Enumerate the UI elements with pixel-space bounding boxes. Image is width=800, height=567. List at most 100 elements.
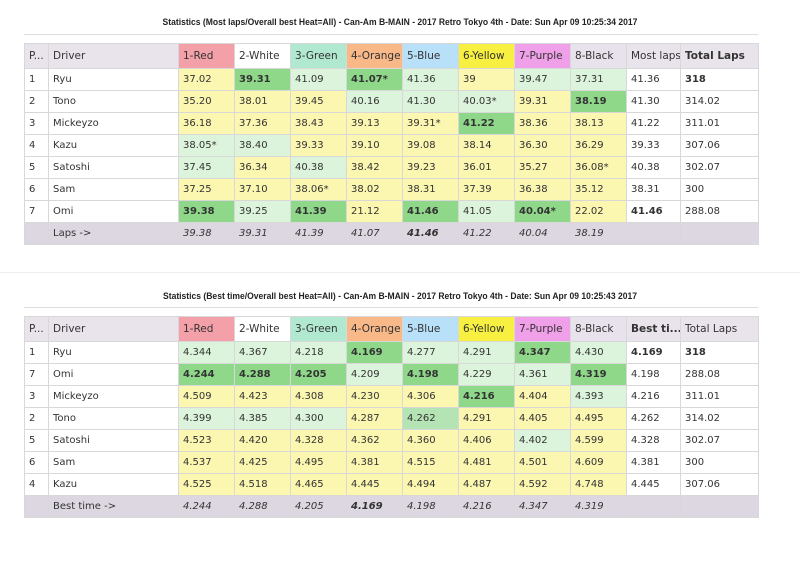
lap-cell: 38.31 (402, 178, 459, 201)
position-cell: 4 (24, 134, 49, 157)
footer-cell: 4.216 (458, 495, 515, 518)
total-cell: 311.01 (680, 385, 759, 408)
lap-cell: 39.08 (402, 134, 459, 157)
lap-cell: 36.34 (234, 156, 291, 179)
header-row: P... Driver 1-Red 2-White 3-Green 4-Orange 5-B… (24, 43, 759, 69)
column-header-5-blue[interactable]: 5-Blue (402, 43, 459, 69)
column-header-4-orange[interactable]: 4-Orange (346, 316, 403, 342)
driver-cell: Omi (48, 200, 179, 223)
footer-cell: 4.244 (178, 495, 235, 518)
column-header-p-[interactable]: P... (24, 43, 49, 69)
table-row: 1 Ryu 37.02 39.31 41.09 41.07* 41.36 39 39.47 37.… (24, 68, 759, 91)
lap-cell: 39.38 (178, 200, 235, 223)
lap-cell: 36.01 (458, 156, 515, 179)
most-laps-table: P... Driver 1-Red 2-White 3-Green 4-Orange 5-B… (24, 43, 759, 245)
lap-cell: 35.20 (178, 90, 235, 113)
column-header-7-purple[interactable]: 7-Purple (514, 316, 571, 342)
column-header-2-white[interactable]: 2-White (234, 43, 291, 69)
best-cell: 4.262 (626, 407, 681, 430)
column-header-3-green[interactable]: 3-Green (290, 316, 347, 342)
column-header-6-yellow[interactable]: 6-Yellow (458, 43, 515, 69)
lap-cell: 37.45 (178, 156, 235, 179)
lap-cell: 4.748 (570, 473, 627, 496)
lap-cell: 39.23 (402, 156, 459, 179)
table-row: 5 Satoshi 37.45 36.34 40.38 38.42 39.23 36.01 35… (24, 156, 759, 179)
table-row: 6 Sam 4.537 4.425 4.495 4.381 4.515 4.481 4.501 4… (24, 451, 759, 474)
lap-cell: 41.22 (458, 112, 515, 135)
column-header-6-yellow[interactable]: 6-Yellow (458, 316, 515, 342)
best-cell: 41.22 (626, 112, 681, 135)
lap-cell: 4.494 (402, 473, 459, 496)
table-1-title: Statistics (Most laps/Overall best Heat=… (162, 17, 638, 27)
position-cell: 3 (24, 385, 49, 408)
column-header-driver[interactable]: Driver (48, 43, 179, 69)
column-header-best-ti-[interactable]: Best ti... (626, 316, 681, 342)
footer-spacer (626, 495, 681, 518)
column-header-3-green[interactable]: 3-Green (290, 43, 347, 69)
total-cell: 307.06 (680, 473, 759, 496)
lap-cell: 4.425 (234, 451, 291, 474)
lap-cell: 4.300 (290, 407, 347, 430)
lap-cell: 41.46 (402, 200, 459, 223)
footer-spacer (24, 222, 49, 245)
lap-cell: 4.205 (290, 363, 347, 386)
footer-row: Best time -> 4.244 4.288 4.205 4.169 4.198 4.2… (24, 495, 759, 518)
column-header-5-blue[interactable]: 5-Blue (402, 316, 459, 342)
lap-cell: 38.01 (234, 90, 291, 113)
best-cell: 41.36 (626, 68, 681, 91)
column-header-8-black[interactable]: 8-Black (570, 43, 627, 69)
driver-cell: Kazu (48, 473, 179, 496)
column-header-4-orange[interactable]: 4-Orange (346, 43, 403, 69)
lap-cell: 38.02 (346, 178, 403, 201)
table-row: 5 Satoshi 4.523 4.420 4.328 4.362 4.360 4.406 4.… (24, 429, 759, 452)
lap-cell: 4.362 (346, 429, 403, 452)
lap-cell: 37.36 (234, 112, 291, 135)
lap-cell: 37.39 (458, 178, 515, 201)
lap-cell: 38.42 (346, 156, 403, 179)
lap-cell: 40.03* (458, 90, 515, 113)
footer-cell: 4.169 (346, 495, 403, 518)
column-header-2-white[interactable]: 2-White (234, 316, 291, 342)
column-header-total-laps[interactable]: Total Laps (680, 316, 759, 342)
lap-cell: 4.399 (178, 407, 235, 430)
best-cell: 41.30 (626, 90, 681, 113)
lap-cell: 38.14 (458, 134, 515, 157)
column-header-most-laps[interactable]: Most laps (626, 43, 681, 69)
lap-cell: 4.487 (458, 473, 515, 496)
lap-cell: 39 (458, 68, 515, 91)
lap-cell: 4.291 (458, 407, 515, 430)
footer-cell: 41.07 (346, 222, 403, 245)
column-header-total-laps[interactable]: Total Laps (680, 43, 759, 69)
table-row: 1 Ryu 4.344 4.367 4.218 4.169 4.277 4.291 4.347 4… (24, 341, 759, 364)
column-header-1-red[interactable]: 1-Red (178, 316, 235, 342)
total-cell: 288.08 (680, 200, 759, 223)
position-cell: 1 (24, 68, 49, 91)
lap-cell: 4.306 (402, 385, 459, 408)
lap-cell: 4.523 (178, 429, 235, 452)
lap-cell: 4.344 (178, 341, 235, 364)
column-header-7-purple[interactable]: 7-Purple (514, 43, 571, 69)
lap-cell: 4.393 (570, 385, 627, 408)
best-cell: 4.445 (626, 473, 681, 496)
column-header-driver[interactable]: Driver (48, 316, 179, 342)
footer-label: Laps -> (48, 222, 179, 245)
lap-cell: 4.525 (178, 473, 235, 496)
page-divider (0, 272, 800, 273)
driver-cell: Sam (48, 178, 179, 201)
lap-cell: 41.39 (290, 200, 347, 223)
position-cell: 5 (24, 429, 49, 452)
lap-cell: 4.518 (234, 473, 291, 496)
table-row: 2 Tono 35.20 38.01 39.45 40.16 41.30 40.03* 39.3… (24, 90, 759, 113)
driver-cell: Sam (48, 451, 179, 474)
column-header-1-red[interactable]: 1-Red (178, 43, 235, 69)
footer-cell: 41.22 (458, 222, 515, 245)
footer-label: Best time -> (48, 495, 179, 518)
column-header-8-black[interactable]: 8-Black (570, 316, 627, 342)
lap-cell: 38.13 (570, 112, 627, 135)
column-header-p-[interactable]: P... (24, 316, 49, 342)
driver-cell: Mickeyzo (48, 385, 179, 408)
best-cell: 38.31 (626, 178, 681, 201)
lap-cell: 39.13 (346, 112, 403, 135)
table-row: 6 Sam 37.25 37.10 38.06* 38.02 38.31 37.39 36.38… (24, 178, 759, 201)
best-cell: 41.46 (626, 200, 681, 223)
